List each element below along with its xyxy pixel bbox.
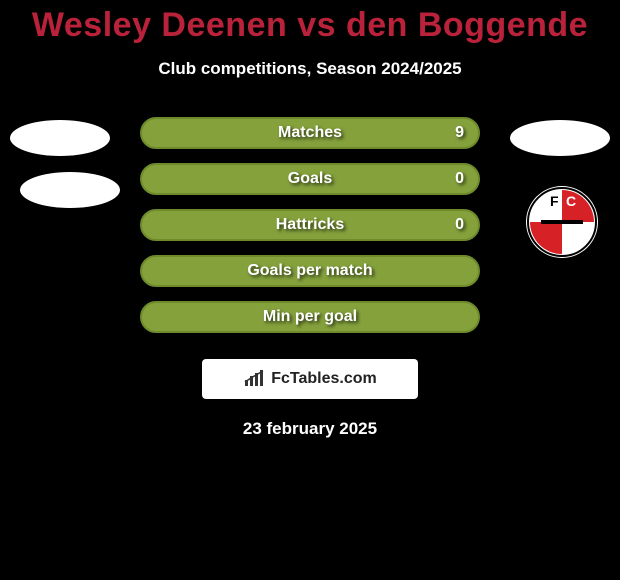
- stat-right-value: 9: [455, 124, 464, 142]
- stat-label: Goals per match: [142, 262, 478, 280]
- subtitle: Club competitions, Season 2024/2025: [0, 59, 620, 79]
- stat-label: Goals: [142, 170, 478, 188]
- stat-row-goals: Goals 0: [140, 163, 480, 195]
- stat-row-min-per-goal: Min per goal: [140, 301, 480, 333]
- stat-right-value: 0: [455, 170, 464, 188]
- watermark: FcTables.com: [202, 359, 418, 399]
- stat-right-value: 0: [455, 216, 464, 234]
- stat-label: Hattricks: [142, 216, 478, 234]
- club-badge-right: F C: [526, 186, 598, 258]
- stat-row-hattricks: Hattricks 0: [140, 209, 480, 241]
- player-left-avatar-2: [20, 172, 120, 208]
- stat-label: Min per goal: [142, 308, 478, 326]
- bar-chart-icon: [243, 370, 265, 388]
- fc-utrecht-icon: F C: [526, 186, 598, 258]
- watermark-text: FcTables.com: [271, 370, 377, 388]
- player-right-avatar: [510, 120, 610, 156]
- stat-row-matches: Matches 9: [140, 117, 480, 149]
- svg-text:C: C: [566, 193, 576, 209]
- comparison-card: Wesley Deenen vs den Boggende Club compe…: [0, 0, 620, 580]
- page-title: Wesley Deenen vs den Boggende: [0, 0, 620, 49]
- stat-label: Matches: [142, 124, 478, 142]
- svg-text:F: F: [550, 193, 559, 209]
- date-text: 23 february 2025: [0, 419, 620, 439]
- player-left-avatar-1: [10, 120, 110, 156]
- stat-row-goals-per-match: Goals per match: [140, 255, 480, 287]
